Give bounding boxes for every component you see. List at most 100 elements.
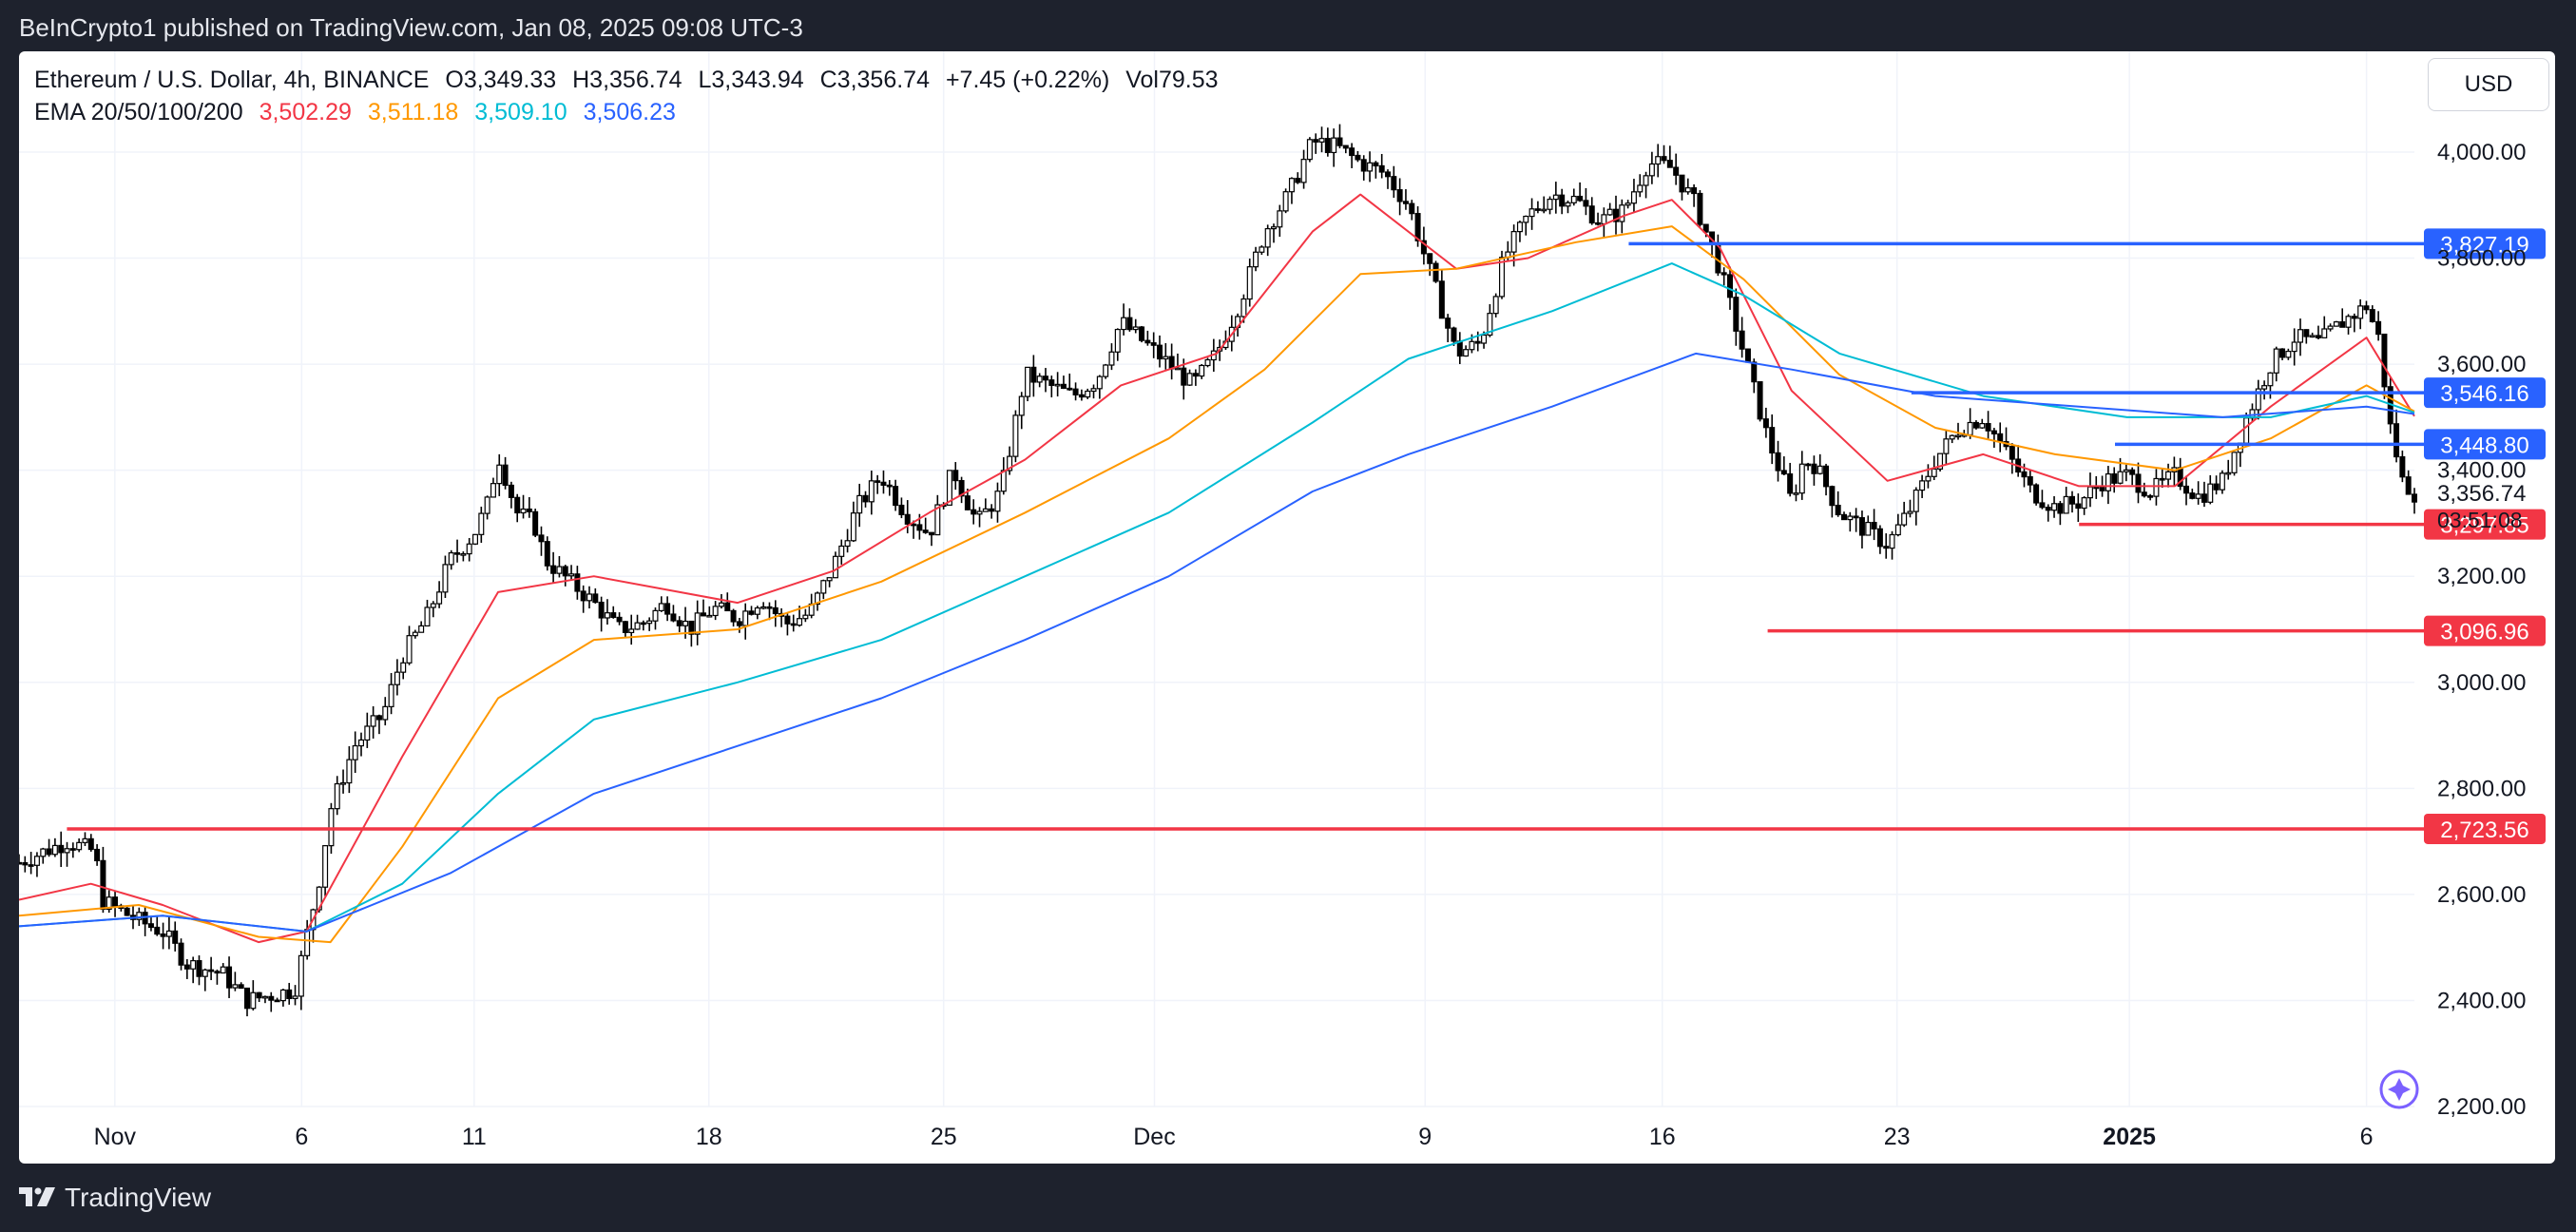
candle-body — [1775, 452, 1781, 472]
ema-legend[interactable]: EMA 20/50/100/200 3,502.29 3,511.18 3,50… — [34, 99, 685, 126]
time-axis: Nov 6 11 18 25 Dec 9 16 23 2025 6 — [94, 1124, 2374, 1150]
candle-body — [1204, 358, 1211, 367]
candle-body — [1673, 166, 1680, 176]
candle-body — [2099, 486, 2105, 491]
candle-body — [886, 484, 893, 488]
candle-body — [688, 620, 695, 635]
candle-body — [1871, 521, 1877, 529]
candle-body — [418, 625, 425, 633]
candle-body — [238, 984, 244, 990]
candle-body — [2117, 471, 2124, 484]
candle-body — [424, 606, 431, 627]
candle-body — [989, 508, 995, 512]
candle-body — [1270, 226, 1277, 230]
candle-body — [147, 923, 154, 929]
candle-body — [1811, 463, 1817, 474]
candle-body — [628, 628, 635, 633]
candle-body — [802, 614, 809, 620]
candle-body — [976, 510, 983, 515]
candle-body — [748, 610, 755, 615]
candle-body — [2231, 452, 2238, 473]
ema-line — [19, 193, 2415, 944]
candle-body — [2327, 325, 2334, 330]
candle-body — [1259, 246, 1265, 253]
level-price-tag — [2424, 228, 2546, 260]
candle-body — [1744, 348, 1751, 363]
candle-body — [2159, 477, 2165, 481]
candle-body — [1780, 470, 1787, 475]
candle-body — [1156, 344, 1163, 360]
candle-body — [814, 592, 820, 606]
candle-body — [1492, 296, 1499, 315]
symbol-title[interactable]: Ethereum / U.S. Dollar, 4h, BINANCE — [34, 67, 430, 93]
candle-body — [1384, 171, 1391, 178]
tradingview-brand[interactable]: TradingView — [19, 1183, 211, 1213]
candle-body — [1378, 164, 1385, 173]
candle-body — [2357, 305, 2364, 319]
candle-body — [610, 612, 617, 619]
candle-body — [1547, 199, 1553, 210]
candle-body — [694, 612, 701, 635]
candle-body — [844, 540, 851, 548]
candle-body — [1931, 468, 1937, 477]
candle-body — [1456, 340, 1463, 357]
candle-body — [375, 715, 382, 721]
candle-body — [2153, 477, 2160, 497]
candle-body — [1336, 137, 1343, 146]
level-price-label: 3,297.85 — [2440, 513, 2528, 539]
candle-body — [1510, 231, 1517, 253]
candle-body — [1396, 189, 1403, 202]
candle-body — [1787, 472, 1794, 494]
candle-body — [2045, 507, 2051, 511]
candle-body — [364, 725, 371, 741]
candle-body — [202, 969, 208, 977]
chart-panel[interactable]: 3,827.19 3,546.16 3,448.80 3,297.85 3,096.96… — [19, 51, 2555, 1164]
x-tick-label: Dec — [1133, 1124, 1175, 1150]
candle-body — [893, 486, 899, 507]
candle-body — [1498, 257, 1505, 298]
x-tick-label: 25 — [931, 1124, 957, 1150]
candle-body — [1624, 202, 1631, 206]
candle-body — [514, 496, 521, 514]
candle-body — [1300, 159, 1307, 183]
candle-body — [154, 926, 161, 935]
candle-body — [730, 609, 737, 623]
candle-body — [1367, 162, 1374, 172]
candle-body — [1078, 394, 1085, 398]
ema200-value: 3,506.23 — [583, 99, 676, 125]
candle-body — [904, 513, 911, 525]
x-tick-label: 11 — [462, 1124, 487, 1150]
candle-body — [760, 606, 767, 609]
level-price-tag — [2424, 615, 2546, 646]
candle-body — [2081, 497, 2087, 510]
candle-body — [286, 989, 293, 999]
candle-body — [820, 580, 827, 594]
candle-body — [2345, 316, 2352, 328]
candle-body — [797, 618, 803, 626]
price-chart[interactable]: 3,827.19 3,546.16 3,448.80 3,297.85 3,096.96… — [19, 51, 2555, 1164]
candle-body — [1324, 138, 1331, 154]
candle-body — [2111, 472, 2118, 484]
x-tick-label: 18 — [696, 1124, 722, 1150]
y-tick-label: 2,200.00 — [2437, 1094, 2526, 1120]
candle-body — [850, 512, 856, 542]
candle-body — [2243, 417, 2250, 444]
level-price-label: 3,546.16 — [2440, 381, 2528, 407]
candle-body — [2201, 493, 2207, 503]
candle-body — [1121, 317, 1127, 331]
candle-body — [1534, 208, 1541, 211]
ema-line — [19, 352, 2415, 933]
candle-body — [2009, 446, 2015, 460]
candle-body — [1253, 251, 1259, 268]
candle-body — [2399, 455, 2406, 478]
candle-body — [856, 494, 863, 514]
candle-body — [298, 954, 304, 997]
currency-button[interactable]: USD — [2428, 58, 2549, 111]
ai-assistant-icon[interactable] — [2379, 1069, 2419, 1109]
candle-body — [2069, 495, 2076, 505]
candle-body — [1865, 521, 1872, 536]
candle-body — [875, 480, 881, 483]
candle-body — [922, 529, 929, 533]
ohlc-close: C3,356.74 — [819, 67, 930, 93]
candle-body — [664, 603, 671, 615]
